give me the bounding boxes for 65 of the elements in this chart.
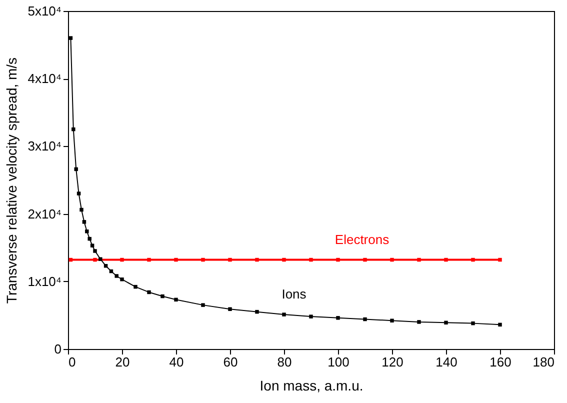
- series-label: Ions: [282, 286, 307, 302]
- point: [390, 258, 394, 262]
- point: [471, 258, 475, 262]
- point: [93, 258, 97, 262]
- point: [85, 230, 89, 234]
- x-tick-label: 60: [223, 354, 238, 370]
- point: [417, 258, 421, 262]
- point: [98, 257, 102, 261]
- point: [80, 208, 84, 212]
- point: [74, 167, 78, 172]
- point: [114, 274, 118, 278]
- point: [336, 258, 340, 262]
- point: [444, 320, 448, 325]
- point: [160, 294, 164, 298]
- point: [82, 220, 86, 224]
- y-tick-label: 1x10⁴: [28, 274, 62, 289]
- point: [282, 258, 286, 262]
- point: [309, 258, 313, 262]
- point: [76, 192, 81, 196]
- x-axis-title: Ion mass, a.m.u.: [260, 378, 364, 394]
- point: [255, 258, 259, 262]
- point: [174, 298, 178, 302]
- point: [309, 314, 313, 318]
- x-tick-label: 140: [436, 354, 458, 370]
- point: [72, 127, 76, 132]
- x-tick-label: 100: [328, 354, 350, 370]
- point: [498, 258, 502, 262]
- x-tick-label: 0: [68, 354, 76, 370]
- point: [88, 236, 92, 241]
- y-tick-label: 3x10⁴: [28, 138, 62, 154]
- y-tick-label: 2x10⁴: [28, 206, 62, 222]
- x-tick-label: 180: [532, 354, 554, 370]
- y-axis-title: Transverse relative velocity spread, m/s: [4, 57, 20, 304]
- point: [93, 249, 97, 253]
- point: [498, 322, 502, 327]
- x-tick-label: 120: [382, 354, 404, 370]
- point: [201, 303, 205, 307]
- point: [120, 278, 124, 282]
- point: [363, 258, 367, 262]
- point: [363, 317, 367, 322]
- point: [147, 290, 151, 294]
- point: [68, 36, 73, 40]
- point: [174, 258, 178, 262]
- point: [417, 320, 421, 324]
- point: [134, 284, 138, 289]
- point: [201, 258, 205, 262]
- point: [147, 258, 151, 262]
- point: [228, 258, 232, 262]
- point: [336, 316, 340, 320]
- point: [228, 307, 232, 311]
- point: [282, 312, 286, 316]
- point: [120, 258, 124, 262]
- x-tick-label: 80: [277, 354, 292, 370]
- y-tick-label: 4x10⁴: [28, 71, 62, 86]
- y-tick-label: 5x10⁴: [28, 4, 62, 18]
- y-tick-label: 0: [54, 342, 62, 356]
- point: [255, 310, 259, 314]
- x-tick-label: 40: [169, 354, 184, 370]
- point: [390, 318, 394, 322]
- x-tick-label: 20: [115, 354, 130, 370]
- series-label: Electrons: [334, 232, 390, 247]
- point: [471, 321, 475, 326]
- point: [90, 244, 94, 248]
- x-tick-label: 160: [490, 354, 512, 370]
- point: [444, 258, 448, 262]
